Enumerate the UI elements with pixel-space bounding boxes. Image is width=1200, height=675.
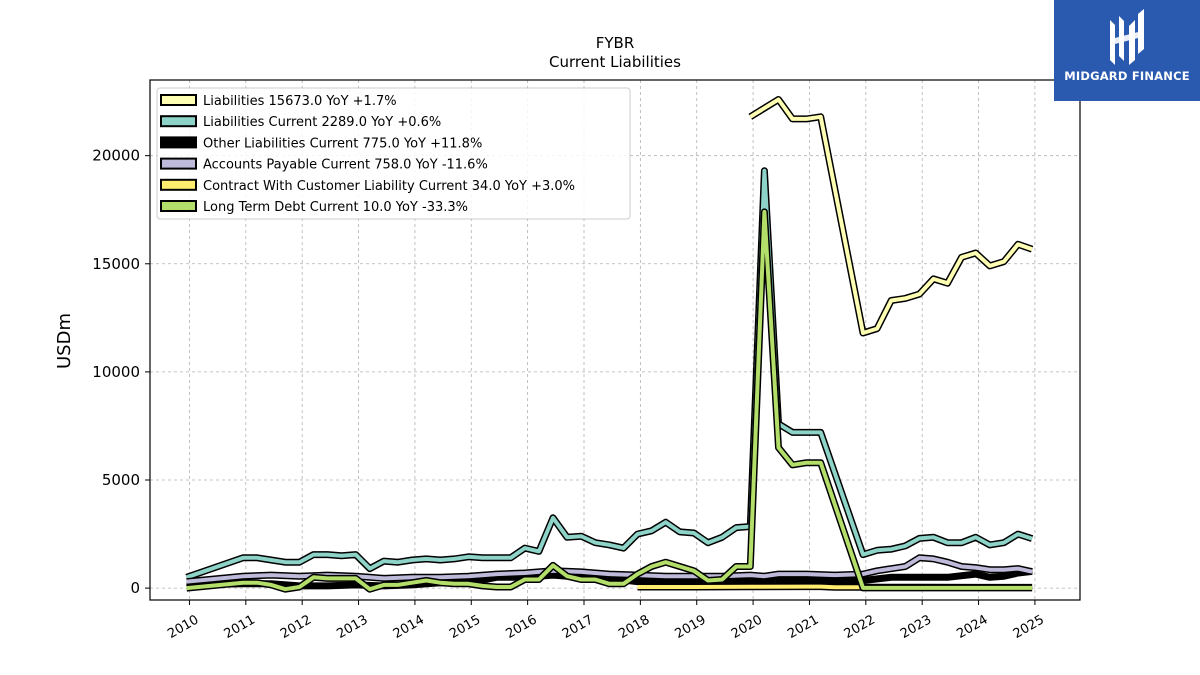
- x-tick-label: 2013: [334, 612, 370, 642]
- legend-item: Liabilities Current 2289.0 YoY +0.6%: [160, 115, 441, 130]
- series-stroke: [749, 97, 1033, 335]
- chart-subtitle: Current Liabilities: [549, 53, 681, 71]
- x-tick-label: 2018: [616, 612, 652, 642]
- x-tick-label: 2022: [842, 612, 878, 642]
- legend-label: Contract With Customer Liability Current…: [203, 179, 575, 194]
- legend-item: Contract With Customer Liability Current…: [160, 178, 575, 194]
- brand-logo: MIDGARD FINANCE: [1054, 0, 1200, 101]
- series-stroke: [186, 555, 1033, 584]
- x-tick-label: 2017: [560, 612, 596, 642]
- y-tick-label: 20000: [92, 147, 140, 165]
- x-tick-label: 2016: [503, 612, 539, 642]
- series-outline: [748, 96, 1034, 337]
- series-lines: [185, 96, 1034, 593]
- series-line: [186, 208, 1033, 593]
- x-tick-label: 2021: [785, 612, 821, 642]
- legend-swatch: [160, 94, 197, 106]
- x-tick-label: 2025: [1011, 612, 1047, 642]
- x-tick-label: 2012: [278, 612, 314, 642]
- plot-frame: [149, 79, 1081, 601]
- series-outline: [185, 167, 1034, 581]
- x-tick-label: 2015: [447, 612, 483, 642]
- series-outline: [186, 208, 1033, 593]
- legend-label: Long Term Debt Current 10.0 YoY -33.3%: [203, 200, 468, 215]
- legend-swatch: [160, 200, 197, 212]
- legend-label: Other Liabilities Current 775.0 YoY +11.…: [203, 136, 482, 151]
- legend-label: Accounts Payable Current 758.0 YoY -11.6…: [203, 158, 488, 173]
- series-stroke: [186, 209, 1033, 592]
- legend-swatch: [160, 178, 197, 191]
- chart-title: FYBR: [596, 34, 635, 52]
- legend-label: Liabilities 15673.0 YoY +1.7%: [203, 94, 397, 109]
- y-tick-label: 10000: [92, 363, 140, 381]
- x-tick-label: 2019: [673, 612, 709, 642]
- x-tick-label: 2010: [165, 612, 201, 642]
- legend-swatch: [160, 157, 197, 170]
- series-line: [186, 554, 1033, 586]
- legend-swatch: [160, 136, 197, 149]
- legend-item: Long Term Debt Current 10.0 YoY -33.3%: [160, 200, 468, 215]
- series-line: [185, 167, 1034, 581]
- x-tick-label: 2024: [954, 612, 990, 642]
- legend-box: [156, 87, 631, 220]
- series-line: [748, 96, 1034, 337]
- legend-item: Liabilities 15673.0 YoY +1.7%: [160, 94, 397, 109]
- x-tick-label: 2014: [391, 612, 427, 642]
- legend-swatch: [160, 115, 197, 128]
- legend-label: Liabilities Current 2289.0 YoY +0.6%: [203, 115, 441, 130]
- x-tick-label: 2023: [898, 612, 934, 642]
- x-tick-label: 2020: [729, 612, 765, 642]
- y-tick-label: 0: [130, 579, 140, 597]
- legend: Liabilities 15673.0 YoY +1.7% Liabilities…: [156, 87, 631, 220]
- series-stroke: [185, 168, 1033, 580]
- brand-name: MIDGARD FINANCE: [1064, 69, 1190, 83]
- y-tick-label: 5000: [102, 471, 140, 489]
- legend-item: Other Liabilities Current 775.0 YoY +11.…: [160, 136, 482, 151]
- legend-item: Accounts Payable Current 758.0 YoY -11.6…: [160, 157, 488, 173]
- x-tick-label: 2011: [222, 612, 258, 642]
- logo-mark-icon: [1110, 9, 1144, 65]
- y-tick-label: 15000: [92, 255, 140, 273]
- y-axis-label: USDm: [54, 313, 75, 369]
